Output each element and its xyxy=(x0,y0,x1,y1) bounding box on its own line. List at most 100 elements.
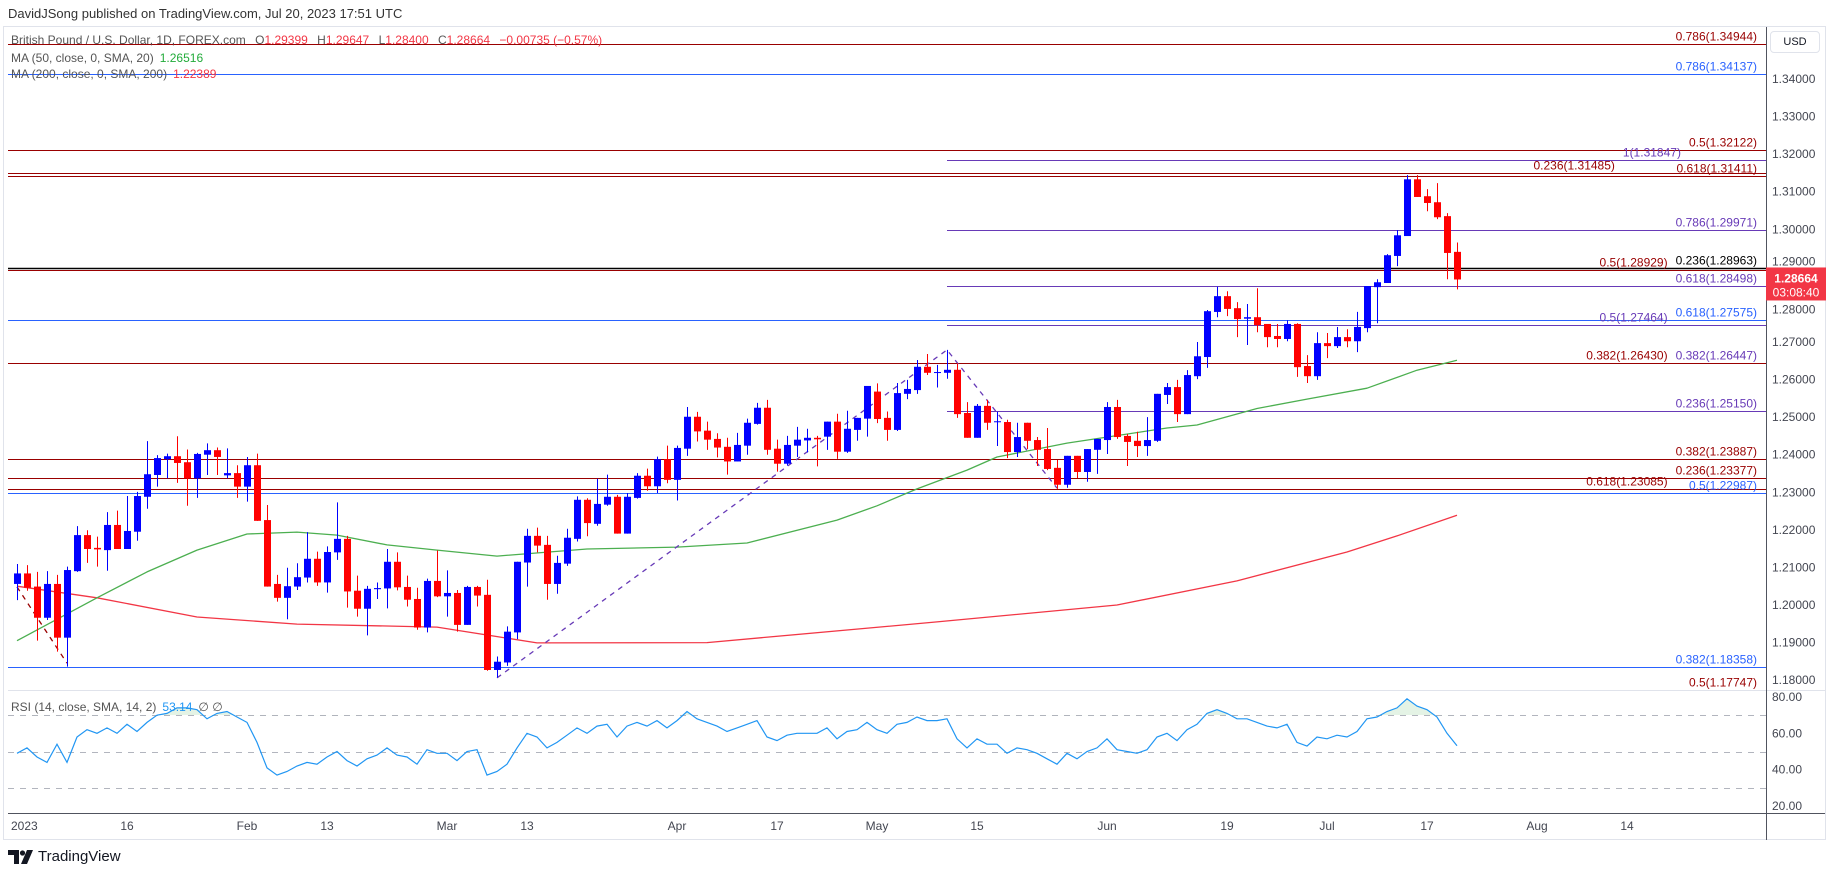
candle-up xyxy=(1314,343,1321,377)
candle-down xyxy=(1304,366,1311,377)
candle-up xyxy=(914,366,921,391)
candle-up xyxy=(974,405,981,438)
high-value: 1.29647 xyxy=(325,33,370,47)
candle-down xyxy=(404,586,411,600)
candle-up xyxy=(1084,449,1091,472)
candle-down xyxy=(984,405,991,423)
fib-level-label: 0.382(1.23887) xyxy=(1676,445,1757,459)
ma200-legend[interactable]: MA (200, close, 0, SMA, 200) 1.22389 xyxy=(11,67,216,81)
candle-up xyxy=(674,447,681,480)
candle-up xyxy=(804,437,811,441)
fib-level-labels: 0.786(1.34944) 0.786(1.34137) 0.5(1.32122)… xyxy=(1533,30,1757,690)
price-axis[interactable]: 1.18000 1.19000 1.20000 1.21000 1.22000 1.230… xyxy=(1772,72,1816,687)
symbol-name[interactable]: British Pound / U.S. Dollar, 1D, FOREX.c… xyxy=(11,33,246,47)
candle-up xyxy=(624,496,631,534)
time-tick-label: Aug xyxy=(1526,819,1547,833)
candle-down xyxy=(954,369,961,415)
candle-up xyxy=(164,456,171,460)
ma50-label[interactable]: MA (50, close, 0, SMA, 20) xyxy=(11,51,154,65)
candle-down xyxy=(274,583,281,598)
candle-down xyxy=(234,473,241,487)
candles xyxy=(14,175,1461,678)
tradingview-logo-icon xyxy=(8,849,33,864)
candle-up xyxy=(744,422,751,446)
candle-up xyxy=(304,558,311,578)
candle-down xyxy=(1444,216,1451,253)
time-tick-label: 19 xyxy=(1220,819,1234,833)
candle-up xyxy=(574,499,581,539)
candle-up xyxy=(794,439,801,446)
tradingview-logo[interactable]: TradingView xyxy=(8,848,121,865)
candle-up xyxy=(1094,438,1101,450)
price-tick-label: 1.32000 xyxy=(1772,147,1816,161)
candle-up xyxy=(1394,235,1401,256)
candle-up xyxy=(514,561,521,633)
ma200-line xyxy=(16,514,1458,644)
time-tick-label: 15 xyxy=(970,819,984,833)
candle-down xyxy=(314,558,321,583)
candle-up xyxy=(424,580,431,628)
candle-down xyxy=(1344,337,1351,342)
candle-up xyxy=(1244,317,1251,319)
fib-levels xyxy=(8,44,1766,668)
price-tick-label: 1.18000 xyxy=(1772,673,1816,687)
close-value: 1.28664 xyxy=(446,33,491,47)
candle-up xyxy=(864,385,871,419)
time-tick-label: 17 xyxy=(1420,819,1434,833)
candle-down xyxy=(704,430,711,440)
candle-down xyxy=(1434,202,1441,218)
candle-up xyxy=(1064,455,1071,485)
candle-down xyxy=(1004,422,1011,453)
candle-up xyxy=(844,428,851,452)
tradingview-logo-text: TradingView xyxy=(38,848,121,865)
candle-down xyxy=(1454,251,1461,280)
price-tick-label: 1.34000 xyxy=(1772,72,1816,86)
rsi-label[interactable]: RSI (14, close, SMA, 14, 2) xyxy=(11,700,157,714)
currency-button[interactable]: USD xyxy=(1770,31,1820,53)
candle-up xyxy=(1374,282,1381,288)
candle-down xyxy=(834,421,841,452)
candle-up xyxy=(684,416,691,449)
moving-averages xyxy=(16,359,1458,644)
candle-up xyxy=(654,459,661,487)
candle-up xyxy=(144,474,151,497)
rsi-tick-label: 40.00 xyxy=(1772,763,1802,777)
last-price-label: 1.28664 xyxy=(1774,271,1818,285)
fib-level-label: 0.236(1.31485) xyxy=(1533,159,1614,173)
bar-countdown-label: 03:08:40 xyxy=(1773,285,1820,299)
candle-down xyxy=(1264,323,1271,338)
candle-down xyxy=(924,366,931,373)
candle-up xyxy=(734,444,741,462)
candle-down xyxy=(184,462,191,479)
candle-up xyxy=(1204,311,1211,358)
candle-down xyxy=(1024,422,1031,441)
rsi-legend[interactable]: RSI (14, close, SMA, 14, 2) 53.14 ∅ ∅ xyxy=(11,700,223,714)
rsi-pane xyxy=(8,698,1766,789)
symbol-legend[interactable]: British Pound / U.S. Dollar, 1D, FOREX.c… xyxy=(11,33,602,47)
candle-down xyxy=(1044,449,1051,469)
fib-level-label: 0.5(1.22987) xyxy=(1689,479,1757,493)
candle-up xyxy=(374,588,381,590)
ma200-label[interactable]: MA (200, close, 0, SMA, 200) xyxy=(11,67,168,81)
ma200-value: 1.22389 xyxy=(173,67,217,81)
price-tick-label: 1.19000 xyxy=(1772,636,1816,650)
rsi-axis[interactable]: 80.00 60.00 40.00 20.00 xyxy=(1772,690,1802,813)
high-label: H xyxy=(317,33,326,47)
candle-up xyxy=(294,577,301,587)
candle-up xyxy=(1214,296,1221,312)
candle-down xyxy=(1114,406,1121,438)
low-label: L xyxy=(378,33,386,47)
candle-down xyxy=(1134,440,1141,447)
candle-down xyxy=(724,446,731,462)
candle-up xyxy=(134,496,141,532)
candle-up xyxy=(1154,393,1161,441)
low-value: 1.28400 xyxy=(385,33,429,47)
candle-down xyxy=(1074,455,1081,472)
ma50-legend[interactable]: MA (50, close, 0, SMA, 20) 1.26516 xyxy=(11,51,203,65)
time-axis[interactable]: 2023 16 Feb 13 Mar 13 Apr 17 May 15 Jun 19 Jul 17 Aug 1… xyxy=(11,819,1634,833)
candle-down xyxy=(354,590,361,609)
fib-level-label: 0.618(1.23085) xyxy=(1586,475,1667,489)
fib-level-label: 0.5(1.17747) xyxy=(1689,676,1757,690)
candle-up xyxy=(334,538,341,553)
